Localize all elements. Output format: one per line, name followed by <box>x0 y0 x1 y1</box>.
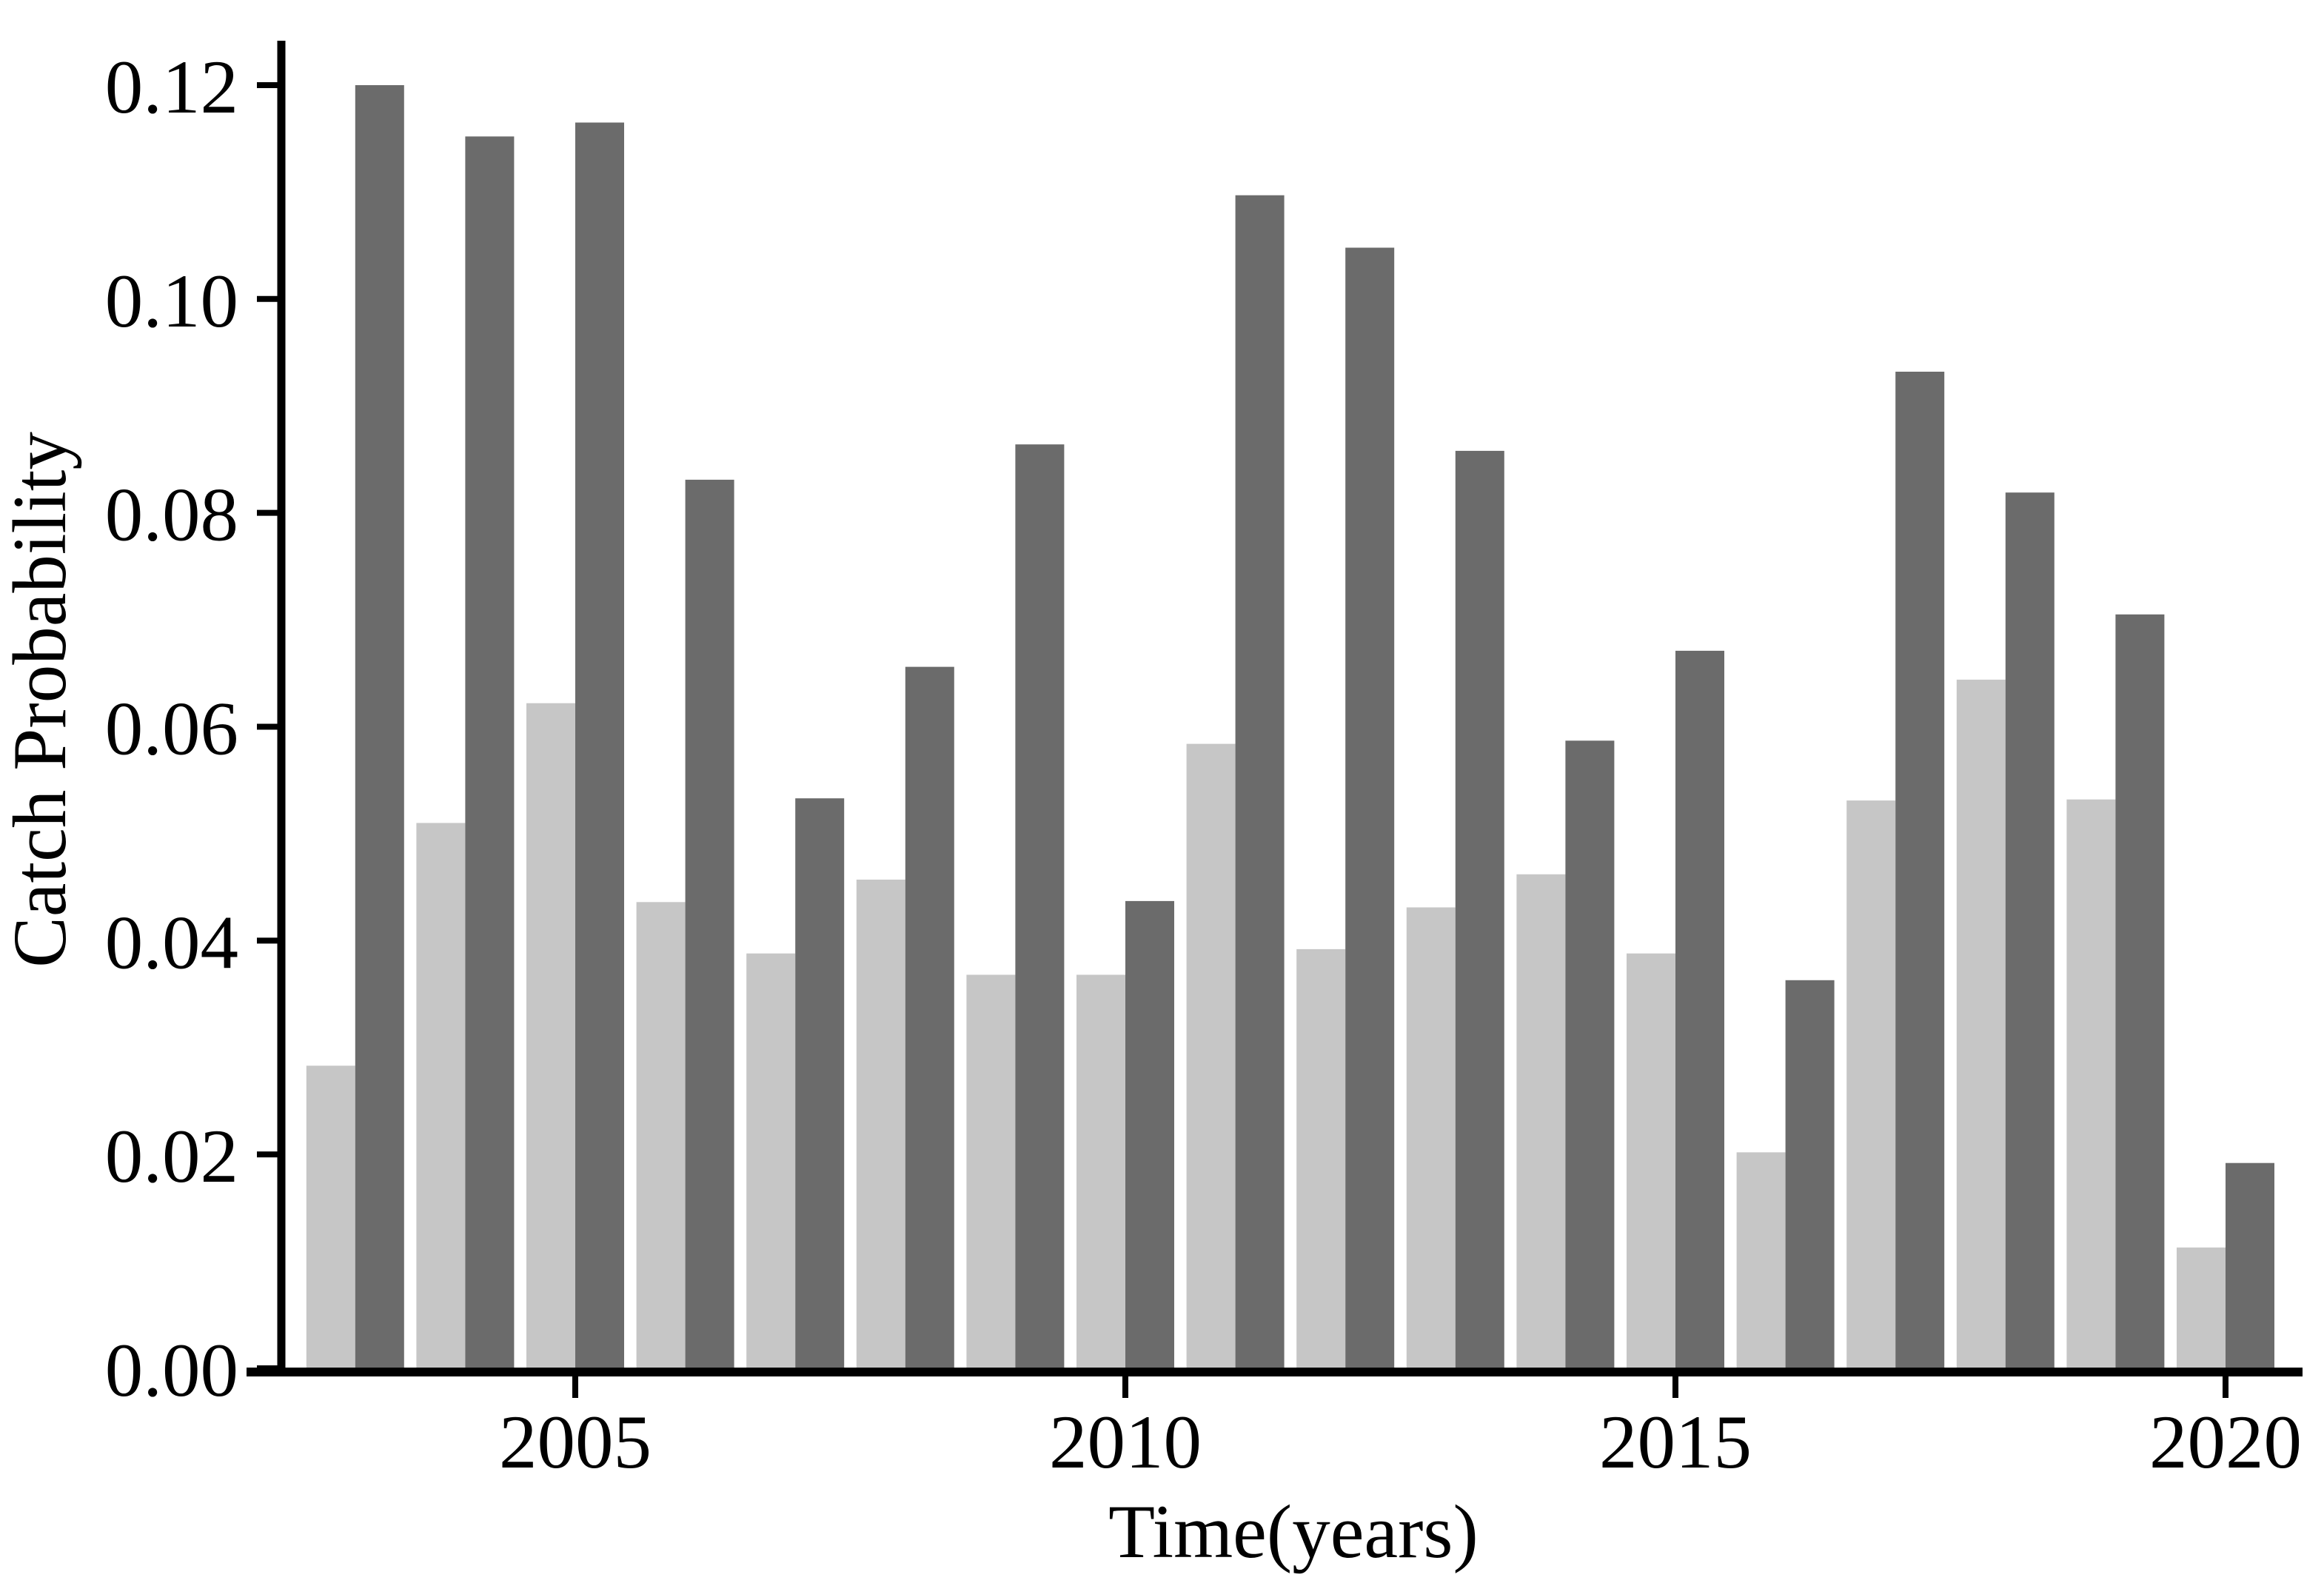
y-tick-label-0.02: 0.02 <box>105 1114 238 1199</box>
y-tick-label-0.00: 0.00 <box>105 1328 238 1413</box>
y-tick-label-0.10: 0.10 <box>105 259 238 344</box>
y-tick-labels: 0.00 0.02 0.04 0.06 0.08 0.10 0.12 <box>105 45 238 1413</box>
bar-dark-2015 <box>1675 650 1724 1368</box>
bar-light-2016 <box>1736 1152 1786 1368</box>
bar-dark-2017 <box>1895 372 1945 1368</box>
bar-light-2020 <box>2177 1247 2226 1368</box>
x-tick-label-2010: 2010 <box>1049 1400 1202 1485</box>
bar-dark-2016 <box>1785 980 1835 1368</box>
x-axis-title: Time(years) <box>1108 1490 1479 1574</box>
bar-light-2017 <box>1846 800 1896 1368</box>
y-tick-label-0.12: 0.12 <box>105 45 238 130</box>
bar-light-2019 <box>2066 799 2116 1368</box>
bar-dark-2014 <box>1565 740 1615 1368</box>
x-tick-labels: 2005 2010 2015 2020 <box>499 1400 2302 1485</box>
bar-dark-2005 <box>575 122 624 1368</box>
bar-light-2009 <box>966 974 1016 1368</box>
bar-light-2006 <box>636 902 686 1368</box>
bar-light-2014 <box>1516 874 1566 1368</box>
bar-light-2013 <box>1406 907 1456 1368</box>
y-tick-label-0.08: 0.08 <box>105 473 238 558</box>
bar-dark-2018 <box>2005 492 2055 1369</box>
x-tick-label-2005: 2005 <box>499 1400 652 1485</box>
bar-light-2012 <box>1296 948 1346 1368</box>
y-axis-title: Catch Probability <box>0 432 82 968</box>
bar-dark-2010 <box>1125 900 1174 1368</box>
bar-light-2005 <box>526 703 575 1368</box>
bar-dark-2009 <box>1015 444 1065 1369</box>
bar-light-2007 <box>746 953 796 1368</box>
bar-dark-2019 <box>2115 614 2165 1368</box>
bar-dark-2004 <box>465 136 515 1368</box>
bar-dark-2008 <box>905 666 954 1368</box>
bar-dark-2012 <box>1345 247 1395 1368</box>
bar-dark-2003 <box>355 85 404 1368</box>
axes-group <box>247 41 2303 1398</box>
bar-light-2011 <box>1186 743 1236 1368</box>
bar-dark-2007 <box>795 798 845 1368</box>
bar-light-2008 <box>856 880 905 1368</box>
x-tick-label-2015: 2015 <box>1599 1400 1752 1485</box>
bars-group <box>306 85 2274 1369</box>
bar-dark-2020 <box>2226 1162 2274 1368</box>
y-tick-label-0.06: 0.06 <box>105 687 238 772</box>
bar-light-2010 <box>1076 974 1125 1368</box>
bar-light-2003 <box>306 1065 355 1368</box>
bar-light-2004 <box>416 823 466 1368</box>
bar-dark-2011 <box>1235 195 1285 1369</box>
bar-light-2018 <box>1956 679 2006 1368</box>
bar-dark-2006 <box>685 479 734 1368</box>
x-tick-label-2020: 2020 <box>2149 1400 2302 1485</box>
y-tick-label-0.04: 0.04 <box>105 900 238 985</box>
bar-dark-2013 <box>1455 450 1504 1368</box>
bar-light-2015 <box>1627 953 1675 1368</box>
